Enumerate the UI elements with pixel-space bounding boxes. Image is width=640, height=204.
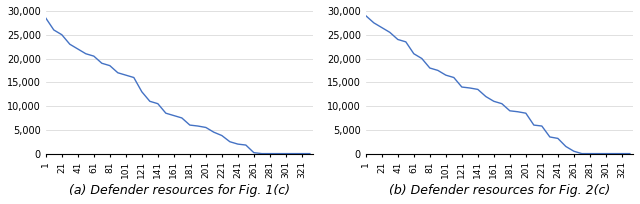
X-axis label: (b) Defender resources for Fig. 2(c): (b) Defender resources for Fig. 2(c)	[389, 184, 610, 197]
X-axis label: (a) Defender resources for Fig. 1(c): (a) Defender resources for Fig. 1(c)	[69, 184, 290, 197]
